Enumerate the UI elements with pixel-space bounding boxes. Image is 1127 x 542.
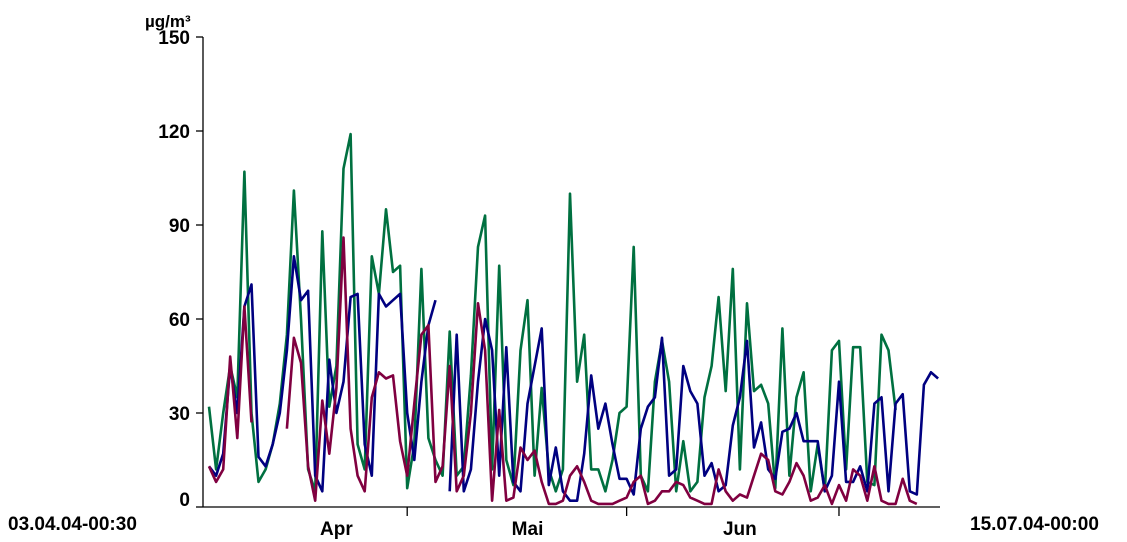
- y-tick-label: 90: [169, 216, 190, 237]
- month-label-apr: Apr: [320, 519, 353, 540]
- y-tick-label: 60: [169, 310, 190, 331]
- series-line-3: [207, 236, 918, 506]
- y-unit-label: µg/m³: [145, 12, 191, 31]
- month-label-mai: Mai: [512, 519, 544, 540]
- series-line-1: [207, 132, 897, 493]
- y-ticks: 0 30 60 90 120 150: [158, 28, 203, 511]
- y-tick-label: 30: [169, 404, 190, 425]
- series-layer: [207, 132, 939, 506]
- y-tick-label: 150: [158, 28, 190, 49]
- x-ticks: Apr Mai Jun: [320, 507, 840, 540]
- end-date-label: 15.07.04-00:00: [970, 514, 1099, 535]
- y-tick-label: 120: [158, 122, 190, 143]
- month-label-jun: Jun: [723, 519, 757, 540]
- y-tick-label: 0: [179, 490, 190, 511]
- start-date-label: 03.04.04-00:30: [8, 514, 137, 535]
